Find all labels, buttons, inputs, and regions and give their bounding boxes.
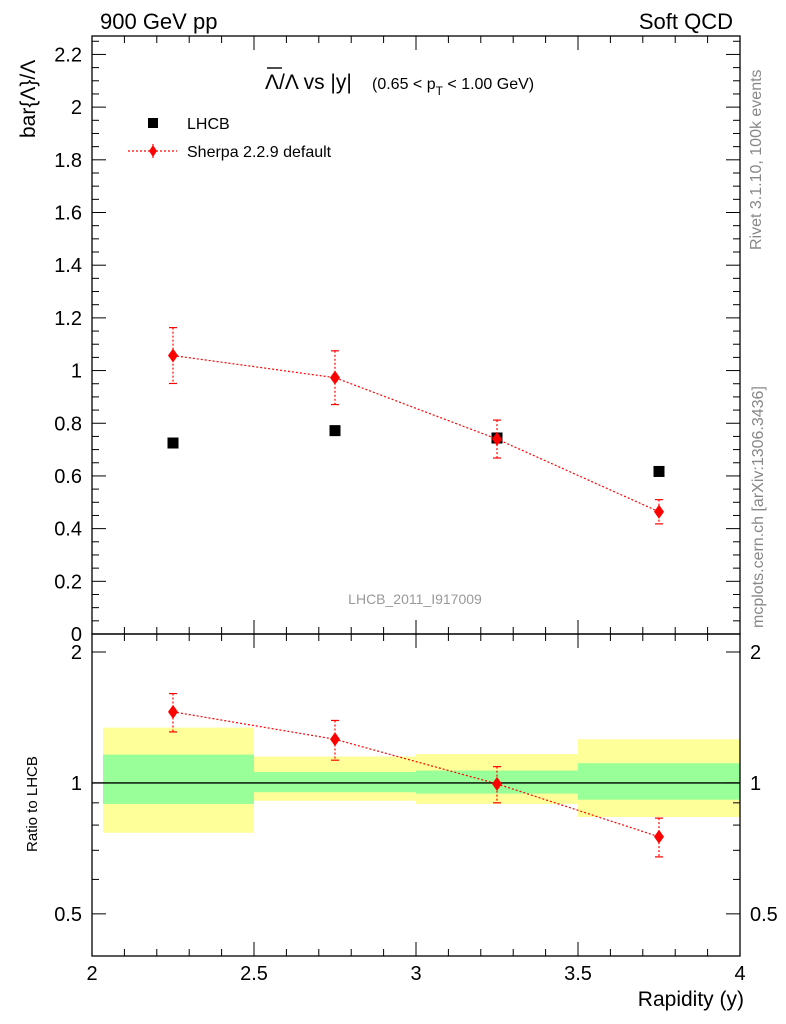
y-tick-label: 0.8: [54, 413, 82, 435]
title-range-close: < 1.00 GeV): [443, 76, 534, 93]
mc-point: [492, 432, 502, 447]
y-tick-label: 1.4: [54, 255, 82, 277]
x-axis-label: Rapidity (y): [638, 988, 744, 1011]
title-main: Λ/Λ vs |y|: [265, 71, 352, 94]
ratio-y-tick-label: 1: [71, 773, 82, 795]
ratio-series: [168, 692, 664, 858]
x-tick-label: 2: [86, 963, 97, 985]
y-tick-label: 0.6: [54, 466, 82, 488]
ratio-y-tick-label-right: 0.5: [750, 904, 778, 926]
title-range-open: (0.65 < p: [372, 76, 436, 93]
legend: LHCB Sherpa 2.2.9 default: [128, 116, 332, 161]
y-tick-label: 1: [71, 361, 82, 383]
ratio-uncertainty-bands: [103, 727, 740, 833]
ratio-mc-line: [172, 711, 660, 838]
ratio-mc-point: [492, 776, 502, 791]
mcplots-reference-label: mcplots.cern.ch [arXiv:1306.3436]: [750, 386, 767, 628]
y-tick-label: 1.2: [54, 308, 82, 330]
ratio-y-tick-label-right: 1: [750, 773, 761, 795]
mc-line: [172, 354, 660, 513]
mc-point: [168, 348, 178, 363]
ratio-y-tick-label: 2: [71, 642, 82, 664]
title-range-subscript: T: [436, 84, 444, 98]
main-y-axis-label: bar{Λ}/Λ: [17, 60, 40, 138]
y-tick-label: 1.6: [54, 203, 82, 225]
ratio-y-tick-label-right: 2: [750, 642, 761, 664]
header-category-label: Soft QCD: [639, 9, 733, 34]
y-tick-label: 2: [71, 97, 82, 119]
analysis-watermark: LHCB_2011_I917009: [348, 591, 482, 607]
band-inner: [254, 771, 416, 793]
data-point-lhcb: [167, 437, 179, 449]
ratio-mc-point: [330, 732, 340, 747]
legend-data-marker: [148, 118, 158, 128]
y-tick-label: 2.2: [54, 44, 82, 66]
legend-mc-marker: [149, 145, 157, 157]
mc-point: [654, 504, 664, 519]
ratio-mc-point: [654, 829, 664, 844]
rivet-version-label: Rivet 3.1.10, 100k events: [748, 69, 765, 250]
x-tick-label: 3.5: [564, 963, 592, 985]
y-tick-label: 0: [71, 624, 82, 646]
x-tick-label: 2.5: [240, 963, 268, 985]
legend-data-label: LHCB: [187, 116, 230, 133]
mc-point: [330, 370, 340, 385]
ratio-y-axis-label: Ratio to LHCB: [24, 756, 41, 852]
ratio-mc-point: [168, 704, 178, 719]
band-inner: [103, 754, 254, 804]
legend-mc-label: Sherpa 2.2.9 default: [187, 144, 332, 161]
data-point-lhcb: [653, 465, 665, 477]
y-tick-label: 1.8: [54, 150, 82, 172]
svg-text:(0.65 < pT < 1.00 GeV): (0.65 < pT < 1.00 GeV): [372, 76, 534, 98]
band-inner: [578, 763, 740, 800]
main-series: [167, 327, 665, 525]
data-point-lhcb: [329, 425, 341, 437]
ratio-y-tick-label: 0.5: [54, 904, 82, 926]
x-tick-label: 3: [410, 963, 421, 985]
plot-title: Λ/Λ vs |y| (0.65 < pT < 1.00 GeV): [265, 67, 534, 98]
ratio-axes: 2 2.5 3 3.5 4 0.5 0.5 1 1 2 2: [54, 634, 778, 985]
header-process-label: 900 GeV pp: [100, 9, 217, 34]
main-axes: 0 0.2 0.4 0.6 0.8 1 1.2 1.4 1.6 1.8 2 2.2: [54, 36, 741, 646]
y-tick-label: 0.4: [54, 519, 82, 541]
y-tick-label: 0.2: [54, 571, 82, 593]
x-tick-label: 4: [734, 963, 745, 985]
